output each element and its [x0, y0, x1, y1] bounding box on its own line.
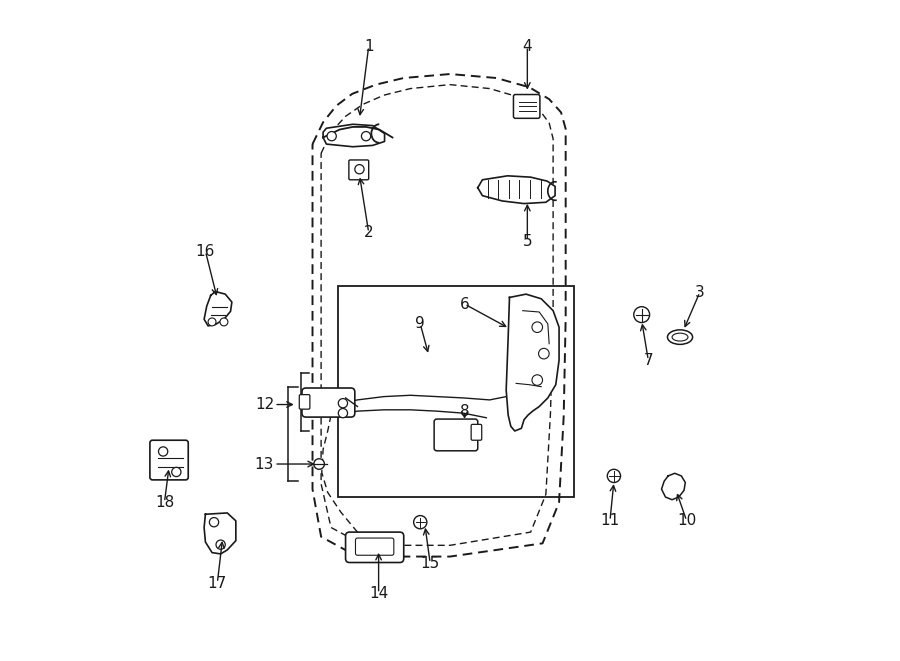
FancyBboxPatch shape — [434, 419, 478, 451]
Polygon shape — [323, 124, 384, 147]
Text: 10: 10 — [677, 514, 697, 528]
Text: 6: 6 — [460, 297, 470, 311]
Circle shape — [208, 318, 216, 326]
Text: 9: 9 — [416, 317, 425, 331]
FancyBboxPatch shape — [300, 395, 310, 409]
Text: 12: 12 — [255, 397, 274, 412]
Text: 1: 1 — [364, 39, 374, 54]
Text: 15: 15 — [420, 556, 440, 570]
Text: 13: 13 — [255, 457, 274, 471]
Circle shape — [362, 132, 371, 141]
Circle shape — [314, 459, 324, 469]
Text: 4: 4 — [523, 39, 532, 54]
Circle shape — [327, 132, 337, 141]
Circle shape — [338, 399, 347, 408]
FancyBboxPatch shape — [349, 160, 369, 180]
Polygon shape — [204, 513, 236, 554]
Text: 5: 5 — [523, 234, 532, 249]
Polygon shape — [506, 294, 559, 431]
Circle shape — [355, 165, 365, 174]
FancyBboxPatch shape — [356, 538, 394, 555]
Circle shape — [158, 447, 167, 456]
Bar — [338, 286, 574, 497]
Circle shape — [220, 318, 228, 326]
Circle shape — [216, 540, 225, 549]
FancyBboxPatch shape — [150, 440, 188, 480]
Circle shape — [608, 469, 620, 483]
Circle shape — [538, 348, 549, 359]
Text: 11: 11 — [600, 514, 619, 528]
FancyBboxPatch shape — [472, 424, 482, 440]
Circle shape — [210, 518, 219, 527]
Circle shape — [532, 375, 543, 385]
Text: 7: 7 — [644, 353, 653, 368]
FancyBboxPatch shape — [302, 388, 355, 417]
Text: 8: 8 — [460, 404, 470, 418]
Text: 18: 18 — [155, 495, 174, 510]
FancyBboxPatch shape — [346, 532, 404, 563]
Text: 17: 17 — [208, 576, 227, 590]
FancyBboxPatch shape — [514, 95, 540, 118]
Circle shape — [532, 322, 543, 332]
Ellipse shape — [672, 333, 688, 341]
Text: 16: 16 — [195, 244, 215, 258]
Circle shape — [338, 408, 347, 418]
Ellipse shape — [668, 330, 693, 344]
Text: 3: 3 — [695, 285, 705, 299]
Circle shape — [634, 307, 650, 323]
Polygon shape — [662, 473, 685, 500]
Circle shape — [414, 516, 427, 529]
Polygon shape — [478, 176, 555, 204]
Text: 2: 2 — [364, 225, 374, 240]
Text: 14: 14 — [369, 586, 388, 601]
Polygon shape — [204, 292, 232, 326]
Circle shape — [172, 467, 181, 477]
